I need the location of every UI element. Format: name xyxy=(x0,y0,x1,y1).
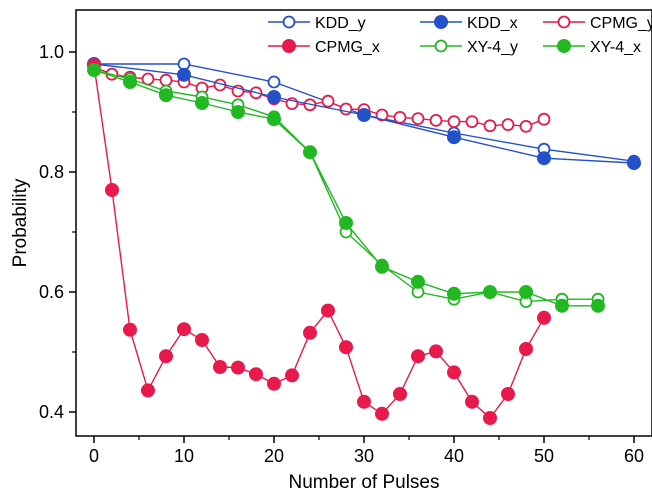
data-point xyxy=(321,94,335,108)
data-point xyxy=(267,112,281,127)
data-point xyxy=(195,333,209,347)
data-point xyxy=(447,115,461,128)
data-point xyxy=(411,112,425,125)
data-point xyxy=(231,105,245,119)
y-axis-title: Probability xyxy=(10,178,31,267)
data-point xyxy=(267,90,281,104)
legend-item-xy-4-y: XY-4_y xyxy=(420,39,518,56)
data-point xyxy=(303,145,317,160)
legend-label: CPMG_x xyxy=(315,39,380,56)
series-layer xyxy=(87,57,641,425)
data-point xyxy=(627,156,641,170)
series-kdd-x xyxy=(87,57,641,170)
legend-marker xyxy=(434,39,448,53)
x-tick-label: 0 xyxy=(89,446,99,466)
data-point xyxy=(177,322,191,337)
x-axis-title: Number of Pulses xyxy=(288,472,439,493)
legend-label: XY-4_y xyxy=(467,39,518,56)
data-point xyxy=(393,111,407,124)
data-point xyxy=(537,151,551,166)
legend-marker xyxy=(282,39,296,53)
data-point xyxy=(375,259,389,274)
data-point xyxy=(591,298,605,313)
legend-label: CPMG_y xyxy=(590,15,652,32)
data-point xyxy=(483,411,497,425)
data-point xyxy=(303,325,317,340)
data-point xyxy=(483,119,497,133)
data-point xyxy=(177,67,191,82)
x-tick-label: 60 xyxy=(624,446,644,466)
data-point xyxy=(267,75,281,89)
legend-item-xy-4-x: XY-4_x xyxy=(543,39,641,56)
data-point xyxy=(501,387,515,401)
data-point xyxy=(465,394,479,409)
data-point xyxy=(393,387,407,401)
data-point xyxy=(339,340,353,355)
data-point xyxy=(519,120,533,133)
data-point xyxy=(429,114,443,127)
data-point xyxy=(519,285,533,299)
data-point xyxy=(411,274,425,289)
data-point xyxy=(267,376,281,391)
data-point xyxy=(123,322,137,337)
y-tick-label: 0.6 xyxy=(39,282,64,302)
data-point xyxy=(141,383,155,398)
data-point xyxy=(105,183,119,197)
legend-label: XY-4_x xyxy=(590,39,641,56)
data-point xyxy=(537,310,551,325)
x-tick-label: 30 xyxy=(354,446,374,466)
data-point xyxy=(429,344,443,359)
data-point xyxy=(195,96,209,110)
axis-ticks: 0 10 20 30 40 50 60 0.4 0.6 0.8 1.0 xyxy=(39,42,644,466)
data-point xyxy=(375,108,389,122)
legend-item-cpmg-x: CPMG_x xyxy=(268,39,380,56)
data-point xyxy=(447,286,461,301)
legend-marker xyxy=(282,15,296,29)
plot-frame xyxy=(75,9,652,437)
legend-label: KDD_y xyxy=(315,15,366,32)
legend-item-cpmg-y: CPMG_y xyxy=(543,15,652,32)
data-point xyxy=(339,216,353,230)
data-point xyxy=(411,349,425,364)
data-point xyxy=(321,303,335,318)
legend-label: KDD_x xyxy=(467,15,518,32)
legend: KDD_y KDD_x CPMG_y CPMG_x XY-4_y XY-4_x xyxy=(268,15,652,56)
data-point xyxy=(447,365,461,380)
data-point xyxy=(285,368,299,383)
y-tick-label: 1.0 xyxy=(39,42,64,62)
data-point xyxy=(465,115,479,128)
legend-item-kdd-y: KDD_y xyxy=(268,15,366,32)
data-point xyxy=(159,349,173,364)
x-tick-label: 50 xyxy=(534,446,554,466)
data-point xyxy=(357,108,371,122)
data-point xyxy=(555,298,569,313)
data-point xyxy=(141,72,155,86)
data-point xyxy=(249,367,263,382)
data-point xyxy=(159,73,173,87)
legend-item-kdd-x: KDD_x xyxy=(420,15,518,32)
series-cpmg-x xyxy=(87,58,551,425)
data-point xyxy=(357,394,371,409)
x-tick-label: 10 xyxy=(174,446,194,466)
data-point xyxy=(519,342,533,356)
legend-marker xyxy=(557,15,571,29)
legend-marker xyxy=(557,39,571,53)
legend-marker xyxy=(434,15,448,29)
data-point xyxy=(447,130,461,145)
data-point xyxy=(87,63,101,77)
x-tick-label: 40 xyxy=(444,446,464,466)
data-point xyxy=(123,75,137,89)
data-point xyxy=(501,118,515,131)
data-point xyxy=(375,406,389,421)
data-point xyxy=(231,360,245,375)
data-point xyxy=(213,360,227,374)
data-point xyxy=(159,88,173,103)
x-tick-label: 20 xyxy=(264,446,284,466)
y-tick-label: 0.8 xyxy=(39,162,64,182)
data-point xyxy=(537,112,551,126)
y-tick-label: 0.4 xyxy=(39,402,64,422)
series-xy-4-x xyxy=(87,63,605,313)
data-point xyxy=(483,285,497,299)
